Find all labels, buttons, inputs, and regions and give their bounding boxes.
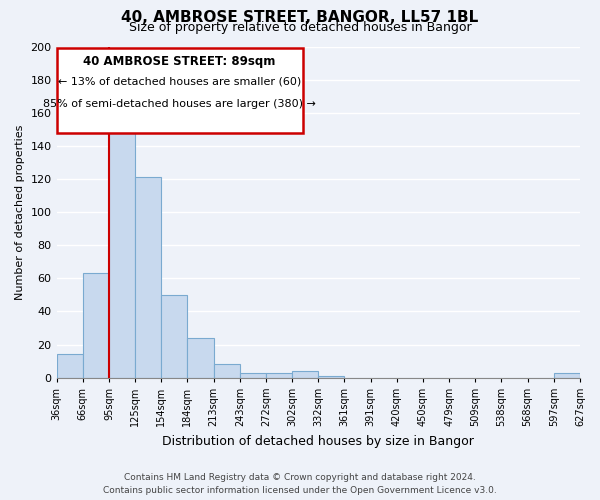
Bar (187, 338, 214, 378)
Text: 85% of semi-detached houses are larger (380) →: 85% of semi-detached houses are larger (… (43, 100, 316, 110)
Bar (266, 372, 292, 378)
Text: ← 13% of detached houses are smaller (60): ← 13% of detached houses are smaller (60… (58, 76, 301, 86)
FancyBboxPatch shape (56, 48, 302, 132)
Bar (109, 124, 135, 378)
Bar (318, 376, 344, 378)
Bar (292, 371, 318, 378)
Bar (554, 372, 580, 378)
Bar (240, 372, 266, 378)
Text: Size of property relative to detached houses in Bangor: Size of property relative to detached ho… (128, 21, 472, 34)
Y-axis label: Number of detached properties: Number of detached properties (15, 124, 25, 300)
Text: 40 AMBROSE STREET: 89sqm: 40 AMBROSE STREET: 89sqm (83, 55, 276, 68)
X-axis label: Distribution of detached houses by size in Bangor: Distribution of detached houses by size … (163, 434, 474, 448)
Bar (83, 274, 109, 378)
Bar (161, 295, 187, 378)
Bar (135, 178, 161, 378)
Text: 40, AMBROSE STREET, BANGOR, LL57 1BL: 40, AMBROSE STREET, BANGOR, LL57 1BL (121, 10, 479, 25)
Bar (214, 364, 240, 378)
Text: Contains HM Land Registry data © Crown copyright and database right 2024.
Contai: Contains HM Land Registry data © Crown c… (103, 474, 497, 495)
Bar (56, 354, 83, 378)
